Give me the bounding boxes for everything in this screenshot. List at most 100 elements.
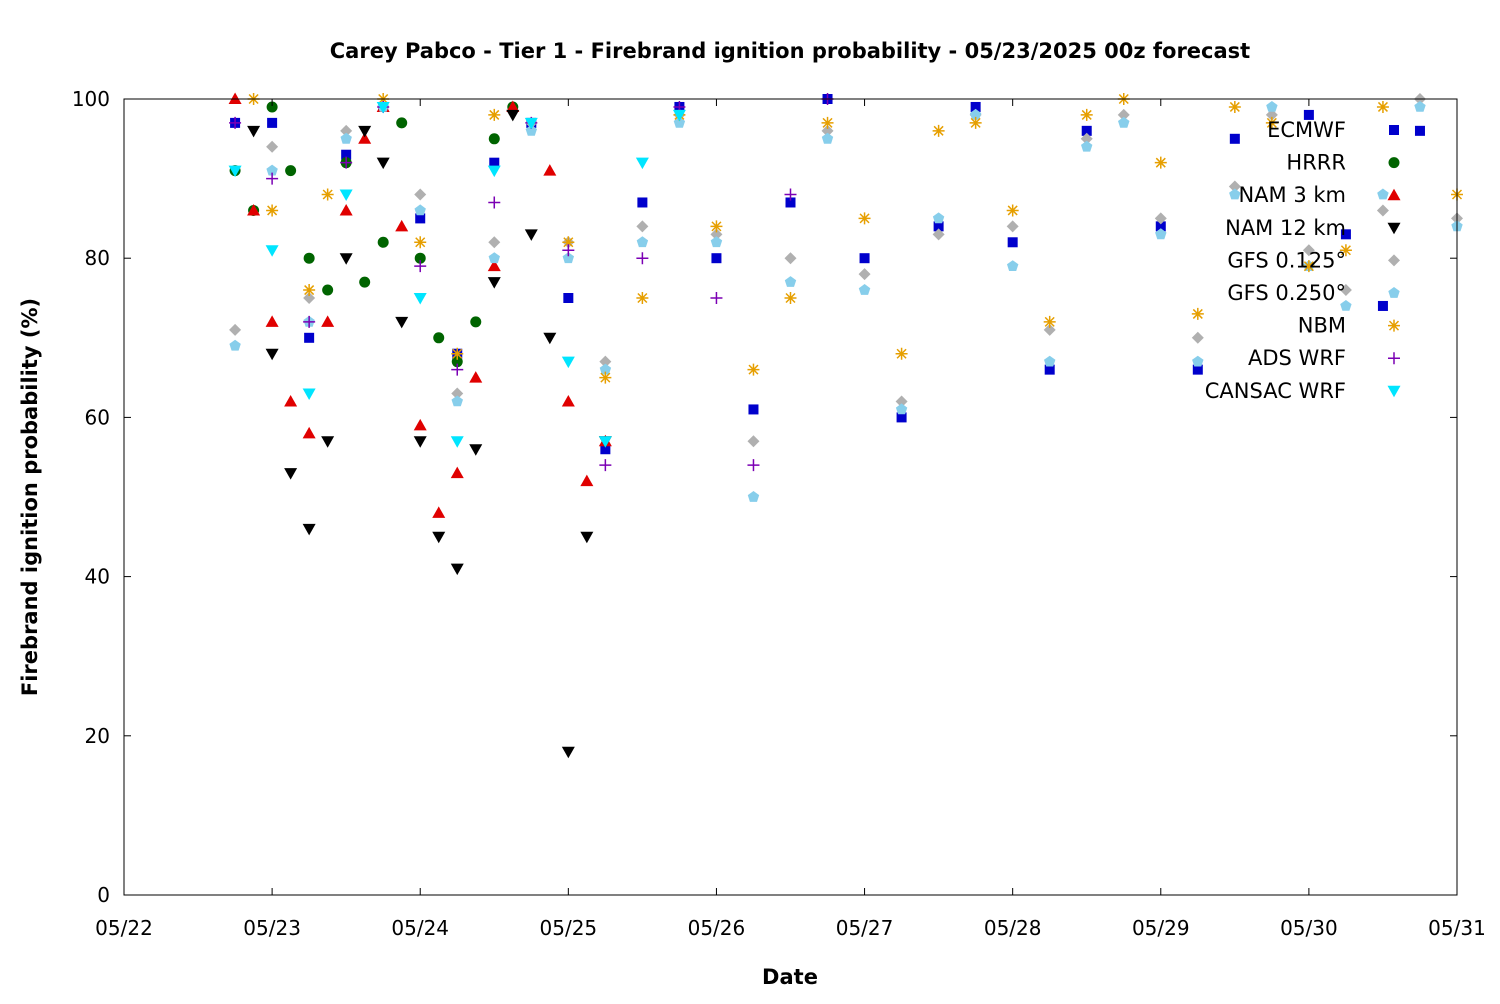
data-point	[489, 157, 500, 168]
data-point	[229, 339, 241, 351]
data-point	[636, 292, 649, 304]
data-point	[1302, 244, 1315, 257]
plot-frame	[123, 98, 1458, 896]
data-point	[562, 236, 575, 249]
data-point	[303, 252, 315, 264]
data-point	[358, 125, 372, 138]
data-point	[1302, 260, 1315, 273]
data-point	[303, 315, 316, 328]
data-point	[303, 284, 316, 297]
data-point	[1376, 100, 1389, 113]
data-point	[1339, 284, 1352, 297]
data-point	[1414, 125, 1425, 136]
data-point	[451, 363, 464, 376]
data-point	[784, 292, 797, 304]
series-4	[229, 93, 1463, 448]
data-point	[302, 388, 316, 401]
data-point	[1265, 108, 1278, 121]
data-point	[266, 172, 279, 185]
data-point	[228, 92, 242, 104]
data-point	[710, 292, 723, 304]
data-point	[932, 124, 945, 137]
data-point	[543, 164, 557, 176]
data-point	[748, 404, 759, 415]
data-point	[1007, 260, 1019, 271]
data-point	[1154, 212, 1167, 225]
legend-label: NBM	[1298, 314, 1346, 338]
data-point	[598, 436, 612, 448]
data-point	[785, 197, 796, 208]
data-point	[488, 108, 501, 121]
data-point	[432, 531, 446, 544]
data-point	[1081, 140, 1093, 152]
x-tick-label: 05/24	[391, 916, 449, 940]
data-point	[266, 164, 278, 176]
data-point	[896, 412, 907, 423]
legend-label: CANSAC WRF	[1205, 379, 1346, 403]
data-point	[561, 356, 575, 369]
data-point	[432, 506, 446, 518]
data-point	[933, 221, 944, 232]
data-point	[1043, 315, 1056, 328]
data-point	[969, 116, 982, 129]
data-point	[340, 156, 353, 169]
data-point	[414, 236, 427, 249]
data-point	[821, 124, 834, 137]
y-axis-label: Firebrand ignition probability (%)	[18, 298, 42, 696]
data-point	[303, 292, 316, 304]
data-point	[377, 236, 389, 248]
data-point	[229, 323, 242, 336]
data-point	[710, 236, 723, 248]
data-point	[265, 315, 279, 327]
data-point	[358, 132, 372, 144]
data-point	[562, 244, 575, 257]
data-point	[414, 252, 426, 264]
data-point	[1192, 364, 1203, 375]
data-point	[580, 474, 594, 487]
x-tick-label: 05/25	[540, 916, 598, 940]
data-point	[1080, 108, 1093, 121]
data-point	[488, 252, 500, 264]
data-point	[1339, 244, 1352, 257]
data-point	[487, 165, 501, 178]
data-point	[600, 444, 611, 455]
data-point	[636, 220, 649, 233]
data-point	[1191, 307, 1204, 320]
data-point	[359, 276, 371, 288]
data-point	[413, 293, 427, 305]
data-point	[1303, 109, 1314, 120]
data-point	[267, 117, 278, 128]
data-point	[415, 213, 426, 224]
y-tick-label: 80	[85, 246, 110, 270]
legend-marker	[1388, 157, 1400, 169]
data-point	[784, 188, 797, 201]
data-point	[636, 236, 649, 248]
legend-label: ADS WRF	[1248, 346, 1346, 370]
data-point	[599, 371, 612, 384]
data-point	[1117, 108, 1130, 121]
legend-marker	[1387, 385, 1401, 398]
series-1	[229, 101, 519, 368]
data-point	[747, 491, 760, 502]
data-point	[1118, 116, 1130, 128]
data-point	[858, 284, 871, 295]
data-point	[302, 426, 316, 439]
data-point	[1376, 204, 1389, 217]
data-point	[747, 363, 760, 376]
x-tick-label: 05/22	[95, 916, 153, 940]
data-point	[451, 347, 464, 360]
data-point	[414, 188, 427, 201]
data-point	[321, 315, 335, 327]
data-point	[265, 245, 279, 257]
data-point	[488, 133, 500, 145]
data-point	[302, 523, 316, 536]
series-8	[228, 101, 686, 448]
data-point	[506, 109, 520, 122]
data-point	[451, 356, 463, 368]
legend-label: NAM 12 km	[1225, 216, 1346, 240]
data-point	[524, 229, 538, 241]
data-point	[339, 203, 353, 216]
data-point	[1006, 204, 1019, 217]
